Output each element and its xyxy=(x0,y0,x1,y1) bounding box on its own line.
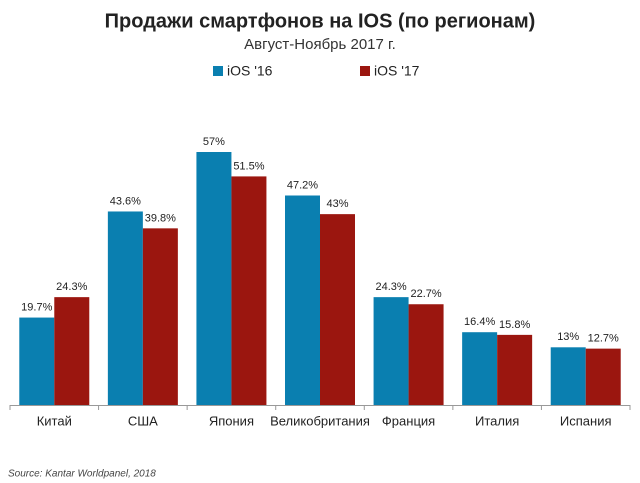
source: Source: Kantar Worldpanel, 2018 xyxy=(8,469,156,480)
legend-swatch xyxy=(213,66,223,76)
value-label: 43% xyxy=(326,198,348,210)
bar xyxy=(19,317,55,405)
chart-title: Продажи смартфонов на IOS (по регионам) xyxy=(105,10,536,32)
value-label: 13% xyxy=(557,331,579,343)
value-label: 15.8% xyxy=(499,319,530,331)
legend-label: iOS '16 xyxy=(227,63,273,79)
bar xyxy=(107,211,143,405)
bar xyxy=(550,347,586,405)
value-label: 39.8% xyxy=(145,212,176,224)
x-tick-label: Китай xyxy=(37,413,72,428)
bar xyxy=(585,348,621,405)
value-label: 57% xyxy=(203,136,225,148)
x-tick-label: Франция xyxy=(382,413,435,428)
value-label: 51.5% xyxy=(233,160,264,172)
value-label: 43.6% xyxy=(110,195,141,207)
bar xyxy=(196,152,232,405)
bar xyxy=(54,297,90,405)
bar xyxy=(373,297,409,405)
x-tick-label: США xyxy=(128,413,158,428)
bar xyxy=(231,176,267,405)
bar xyxy=(408,304,444,405)
x-tick-label: Япония xyxy=(209,413,254,428)
bar xyxy=(320,214,355,405)
value-label: 47.2% xyxy=(287,179,318,191)
value-label: 22.7% xyxy=(410,288,441,300)
value-label: 16.4% xyxy=(464,316,495,328)
bar xyxy=(142,228,178,405)
legend-swatch xyxy=(360,66,370,76)
value-label: 24.3% xyxy=(375,281,406,293)
bar xyxy=(497,334,533,405)
value-label: 19.7% xyxy=(21,301,52,313)
x-tick-label: Испания xyxy=(560,413,612,428)
chart-subtitle: Август-Ноябрь 2017 г. xyxy=(244,36,396,53)
legend-label: iOS '17 xyxy=(374,63,420,79)
bar xyxy=(285,195,320,405)
value-label: 24.3% xyxy=(56,281,87,293)
bar xyxy=(462,332,498,405)
x-tick-label: Великобритания xyxy=(270,413,370,428)
value-label: 12.7% xyxy=(588,333,619,345)
x-tick-label: Италия xyxy=(475,413,519,428)
